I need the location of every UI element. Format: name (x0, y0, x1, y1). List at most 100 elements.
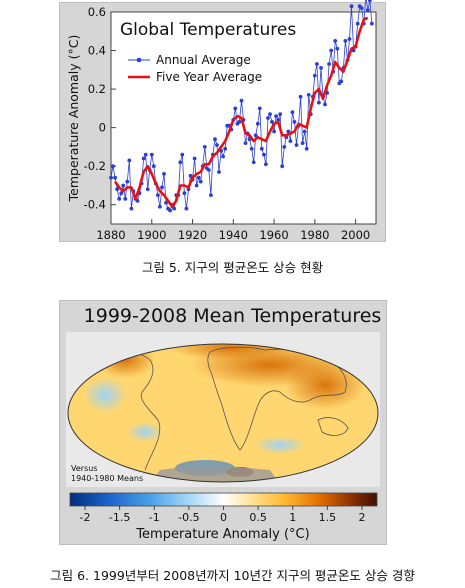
y-tick-label: 0.4 (88, 44, 106, 58)
annual-average-point (127, 158, 132, 163)
annual-average-point (217, 170, 221, 174)
annual-average-point (198, 179, 203, 184)
x-tick-label: 1960 (259, 228, 288, 242)
annual-average-point (151, 164, 156, 169)
annual-average-point (347, 37, 352, 41)
annual-average-point (266, 116, 270, 120)
y-tick-label: -0.2 (84, 159, 106, 173)
annual-average-point (264, 162, 268, 167)
annual-average-point (160, 185, 164, 190)
annual-average-point (121, 183, 126, 188)
annual-average-point (319, 66, 323, 70)
annual-average-point (304, 146, 309, 151)
annual-average-point (351, 48, 356, 53)
annual-average-point (149, 152, 154, 157)
x-tick-label: 1920 (178, 228, 207, 242)
annual-average-point (233, 106, 238, 111)
annual-average-point (221, 154, 226, 159)
annual-average-point (162, 172, 166, 176)
annual-average-point (274, 114, 278, 118)
annual-average-point (125, 179, 130, 184)
annual-average-point (257, 106, 262, 111)
annual-average-point (317, 100, 321, 105)
annual-average-point (255, 121, 260, 126)
versus-label: Versus (71, 464, 97, 473)
annual-average-point (237, 120, 242, 124)
annual-average-point (223, 146, 228, 151)
annual-average-point (192, 156, 197, 161)
annual-average-point (268, 112, 272, 116)
annual-average-point (298, 94, 303, 99)
annual-average-point (172, 206, 177, 211)
annual-average-point (253, 133, 258, 138)
colorbar-tick-label: -2 (80, 511, 91, 524)
annual-average-point (349, 4, 354, 9)
map-outline (67, 343, 379, 483)
annual-average-point (194, 183, 199, 188)
annual-average-point (262, 152, 266, 157)
y-tick-label: -0.4 (84, 198, 106, 212)
annual-average-point (213, 137, 217, 142)
annual-average-point (333, 39, 338, 43)
colorbar-ticks: -2 -1.5 -1 -0.5 0 0.5 1 1.5 2 (80, 506, 366, 524)
annual-average-point (365, 8, 370, 13)
annual-average-point (196, 175, 201, 180)
annual-average-point (164, 200, 168, 205)
colorbar-label: Temperature Anomaly (°C) (135, 527, 309, 542)
annual-average-point (270, 120, 274, 124)
annual-average-point (109, 175, 113, 180)
colorbar-tick-label: -0.5 (178, 511, 199, 524)
colorbar-tick-label: 0 (220, 511, 227, 524)
annual-average-point (300, 141, 305, 146)
annual-average-point (184, 206, 189, 211)
annual-average-point (202, 145, 207, 149)
annual-average-point (249, 146, 254, 151)
annual-average-point (302, 129, 307, 134)
annual-average-point (117, 197, 122, 201)
chart-title: Global Temperatures (120, 20, 296, 40)
y-tick-label: 0.6 (88, 5, 106, 19)
annual-average-point (329, 48, 334, 53)
annual-average-point (156, 193, 160, 198)
annual-average-point (188, 173, 193, 178)
annual-average-point (143, 152, 148, 157)
legend-annual-label: Annual Average (156, 53, 251, 67)
annual-average-point (370, 21, 374, 26)
annual-average-point (294, 143, 299, 147)
annual-average-point (178, 160, 183, 165)
annual-average-point (323, 102, 327, 107)
colorbar (69, 492, 378, 507)
annual-average-point (113, 175, 117, 180)
annual-average-point (158, 204, 162, 209)
x-tick-label: 2000 (341, 228, 370, 242)
x-tick-label: 1880 (96, 228, 125, 242)
legend-five-year-label: Five Year Average (156, 70, 262, 84)
annual-average-point (335, 46, 340, 51)
annual-average-point (355, 21, 360, 26)
five-year-average-line (114, 16, 369, 208)
annual-average-point (215, 143, 219, 147)
figure-caption-2: 그림 6. 1999년부터 2008년까지 10년간 지구의 평균온도 상승 경… (50, 568, 415, 583)
legend: Annual Average Five Year Average (128, 53, 262, 84)
annual-average-point (111, 164, 115, 169)
y-tick-label: 0.2 (88, 82, 106, 96)
annual-average-point (129, 206, 134, 211)
annual-average-point (115, 187, 119, 192)
annual-average-point (286, 129, 291, 134)
annual-average-point (209, 193, 213, 198)
global-temperatures-chart: 1880 1900 1920 1940 1960 1980 2000 -0.4 -0.2 0 0.… (66, 0, 377, 242)
annual-average-point (239, 98, 244, 103)
annual-average-point (259, 146, 264, 151)
annual-average-point (359, 6, 364, 10)
colorbar-tick-label: 1 (289, 511, 296, 524)
annual-average-point (339, 79, 344, 84)
y-axis-label: Temperature Anomaly (°C) (66, 35, 81, 203)
x-tick-label: 1980 (300, 228, 329, 242)
annual-average-point (119, 191, 124, 196)
versus-period-label: 1940-1980 Means (71, 474, 143, 483)
map-title: 1999-2008 Mean Temperatures (83, 305, 382, 327)
annual-average-point (280, 164, 285, 169)
colorbar-tick-label: -1 (149, 511, 160, 524)
annual-average-point (292, 120, 297, 124)
